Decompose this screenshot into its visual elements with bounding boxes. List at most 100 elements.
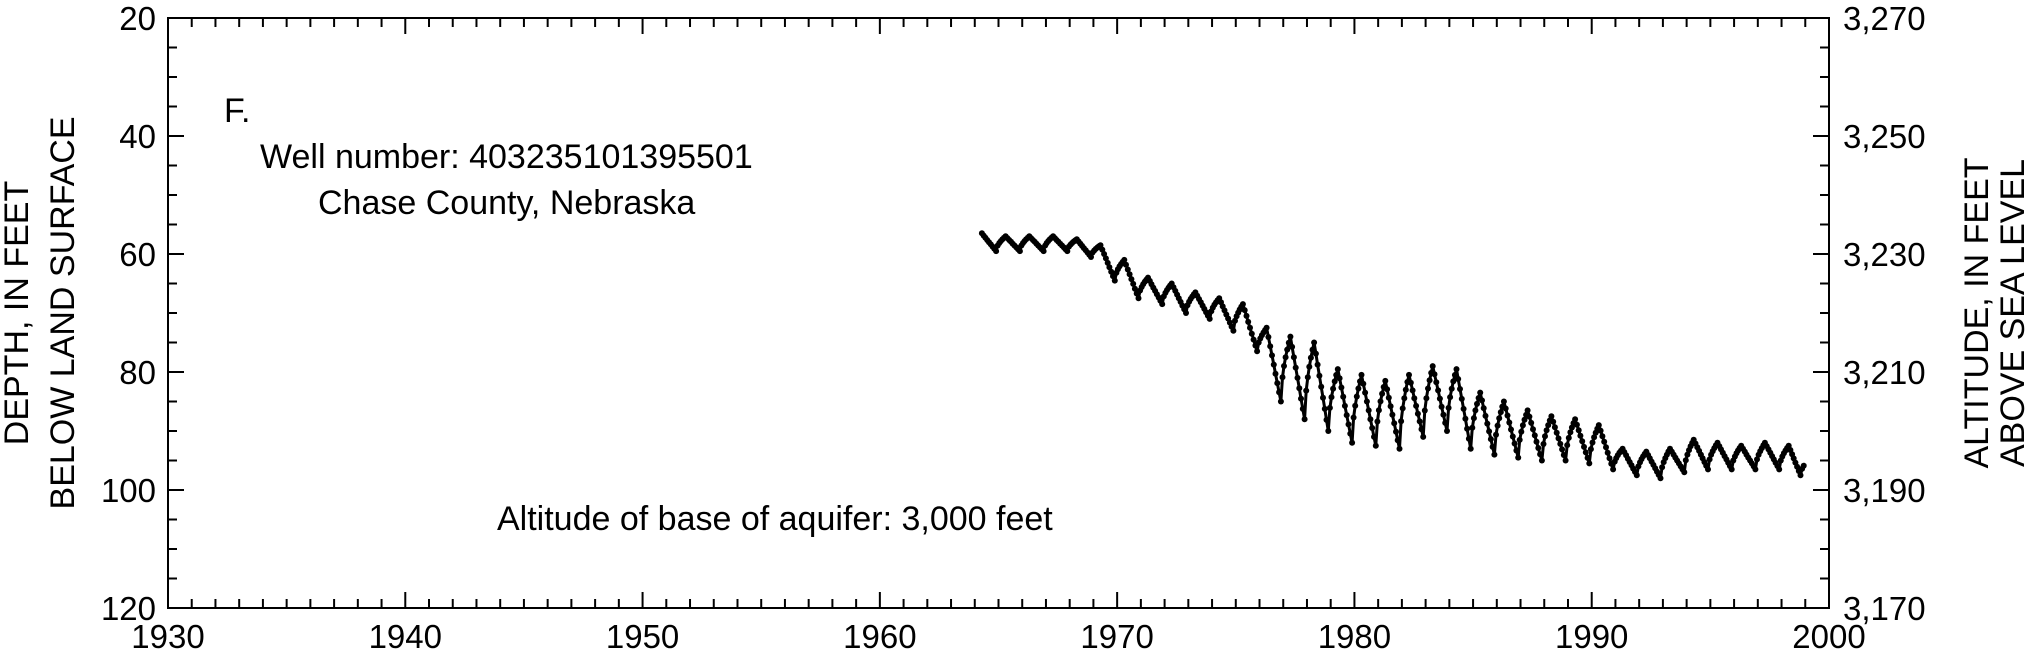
data-point [1540,441,1547,447]
x-tick-label: 1950 [606,618,679,655]
data-point [1374,418,1381,425]
data-point [1565,434,1572,441]
data-point [1126,271,1133,278]
data-point [1064,248,1071,255]
data-point [1287,333,1294,340]
data-point [1538,457,1545,464]
data-point [1267,343,1274,350]
data-point [1290,354,1297,361]
data-point [1367,416,1374,423]
water-level-series [978,230,1807,482]
data-point [1131,285,1138,292]
data-point [1277,398,1284,405]
data-point [1754,456,1760,463]
data-point [1589,439,1596,446]
data-point [1270,361,1277,368]
x-tick-label: 1960 [843,618,916,655]
right-y-axis-title-line-1: ALTITUDE, IN FEET [1958,157,1996,468]
data-point [1579,438,1586,445]
data-point [1453,366,1460,373]
y-left-tick-label: 80 [119,354,156,391]
data-point [1431,371,1438,378]
data-point [1362,389,1369,396]
data-point [1323,416,1330,423]
data-point [1752,466,1759,473]
data-point [1325,428,1332,434]
data-point [1425,385,1431,392]
data-point [1316,372,1323,379]
y-left-tick-label: 60 [119,236,156,273]
data-point [1555,435,1562,442]
data-point [1289,343,1296,350]
data-point [1399,405,1406,412]
data-point [1508,426,1514,433]
data-point [1347,430,1354,437]
data-point [1587,446,1594,453]
data-point [1442,419,1449,426]
data-point [1572,416,1579,423]
x-tick-label: 1930 [131,618,204,655]
data-point [1599,433,1606,440]
data-point [1557,440,1564,447]
data-point [1491,451,1498,458]
data-point [1128,276,1135,283]
data-point [1272,370,1279,377]
data-point [1372,442,1379,449]
data-point [1377,398,1384,405]
data-point [1500,398,1507,405]
data-point [1407,379,1414,386]
data-point [1543,427,1550,434]
data-point [1111,277,1118,284]
data-point [1526,413,1533,420]
data-point [1230,327,1237,334]
data-point [1363,398,1370,405]
data-point [1124,266,1131,273]
data-point [1350,414,1357,421]
data-point [1433,379,1440,386]
data-point [1263,324,1270,331]
data-point [1429,363,1436,370]
data-point [1276,389,1283,396]
data-point [1531,432,1538,439]
data-point [1657,475,1664,482]
data-point [1584,454,1591,461]
data-point [1307,354,1314,361]
data-point [1606,455,1613,462]
x-tick-label: 1940 [369,618,442,655]
data-point [1343,412,1350,419]
data-point [1545,422,1552,429]
data-point [1521,416,1528,423]
data-point [1484,420,1491,427]
y-right-tick-label: 3,230 [1843,236,1926,273]
y-right-tick-label: 3,270 [1843,0,1926,37]
data-point [1797,472,1804,479]
data-point [1575,427,1582,434]
data-point [1581,443,1587,450]
left-y-axis-ticks: 20 40 60 80 100 120 [101,0,184,627]
data-point [1462,415,1469,422]
data-point [1245,318,1252,325]
data-point [1464,425,1471,432]
data-point [1519,422,1526,429]
data-point [1493,431,1499,438]
data-point [1776,466,1783,473]
data-point [1331,378,1338,385]
data-point [1487,436,1494,443]
data-point [1591,434,1598,441]
data-point [1254,348,1261,355]
data-point [1518,428,1525,435]
data-point [1480,405,1487,412]
data-point [1633,472,1640,479]
data-point [1382,377,1389,384]
data-point [1396,445,1403,452]
right-y-axis-title-line-2: ABOVE SEA LEVEL [1994,159,2031,467]
data-point [1465,435,1472,442]
x-axis-ticks: 1930 1940 1950 1960 1970 1980 1990 2000 [131,18,1866,655]
data-point [1304,374,1311,381]
data-point [1420,433,1427,440]
y-right-tick-label: 3,190 [1843,472,1926,509]
data-point [1533,438,1540,445]
data-point [1474,400,1480,407]
data-point [1298,395,1304,402]
data-point [1551,424,1558,431]
